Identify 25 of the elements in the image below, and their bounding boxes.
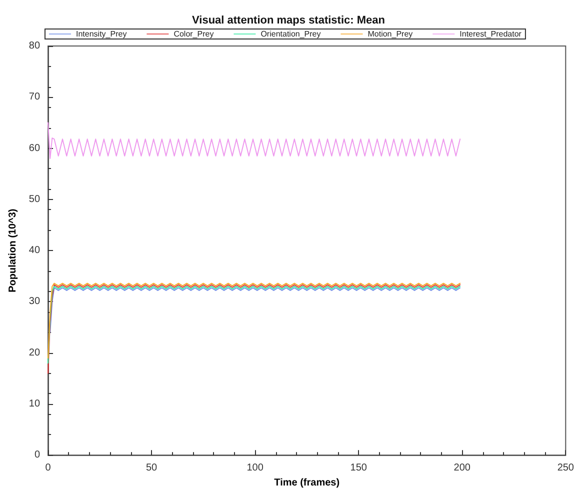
y-tick-label: 30 <box>28 296 40 308</box>
legend-label: Motion_Prey <box>368 30 413 38</box>
y-tick-label: 60 <box>28 142 40 154</box>
legend-label: Orientation_Prey <box>260 30 321 38</box>
x-tick-label: 200 <box>454 462 471 474</box>
y-tick-label: 20 <box>28 347 40 358</box>
x-tick-label: 0 <box>45 462 52 474</box>
line-series <box>50 287 461 333</box>
x-tick-label: 50 <box>146 462 158 474</box>
chart-title: Visual attention maps statistic: Mean <box>192 14 386 26</box>
y-tick-label: 80 <box>28 40 40 52</box>
y-tick-label: 10 <box>28 398 40 410</box>
y-tick-label: 40 <box>28 245 40 256</box>
legend-label: Intensity_Prey <box>76 30 127 38</box>
y-axis-title: Population (10^3) <box>8 208 18 292</box>
y-tick-label: 70 <box>28 92 40 103</box>
y-tick-label: 50 <box>28 194 40 205</box>
line-series <box>48 122 461 160</box>
y-tick-label: 0 <box>34 450 40 461</box>
legend-label: Color_Prey <box>174 30 214 38</box>
x-tick-label: 150 <box>350 462 368 474</box>
x-tick-label: 100 <box>246 462 264 474</box>
legend-label: Interest_Predator <box>460 30 522 38</box>
x-axis-title: Time (frames) <box>274 478 340 488</box>
x-tick-label: 250 <box>557 462 574 474</box>
